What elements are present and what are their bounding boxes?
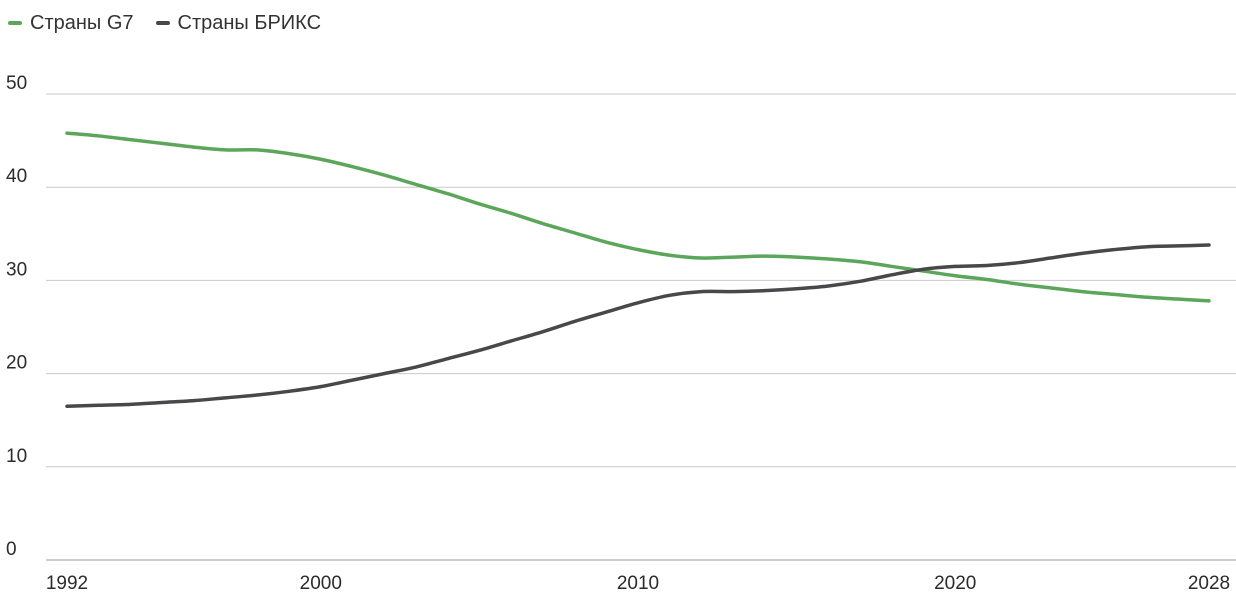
x-tick-label: 2028 <box>1188 573 1230 592</box>
y-axis-ticks: 0 10 20 30 40 50 <box>6 73 27 560</box>
y-tick-label: 0 <box>6 539 17 560</box>
legend-swatch-brics <box>155 21 170 25</box>
y-tick-label: 30 <box>6 259 27 280</box>
legend: Страны G7 Страны БРИКС <box>8 10 343 36</box>
x-tick-label: 2020 <box>934 573 976 592</box>
grid-lines <box>46 93 1236 561</box>
y-tick-label: 40 <box>6 166 27 187</box>
x-axis-ticks: 1992 2000 2010 2020 2028 <box>46 573 1230 592</box>
legend-item-g7: Страны G7 <box>8 12 134 35</box>
x-tick-label: 1992 <box>46 573 88 592</box>
y-tick-label: 50 <box>6 73 27 94</box>
series-lines <box>65 131 1211 408</box>
x-tick-label: 2000 <box>300 573 342 592</box>
legend-swatch-g7 <box>8 21 22 25</box>
legend-item-brics: Страны БРИКС <box>155 11 322 35</box>
x-tick-label: 2010 <box>617 573 659 592</box>
y-tick-label: 10 <box>6 446 27 467</box>
series-line-brics <box>65 243 1211 408</box>
legend-label-brics: Страны БРИКС <box>177 11 322 34</box>
y-tick-label: 20 <box>6 353 27 374</box>
series-line-g7 <box>65 131 1211 303</box>
legend-label-g7: Страны G7 <box>30 11 134 34</box>
